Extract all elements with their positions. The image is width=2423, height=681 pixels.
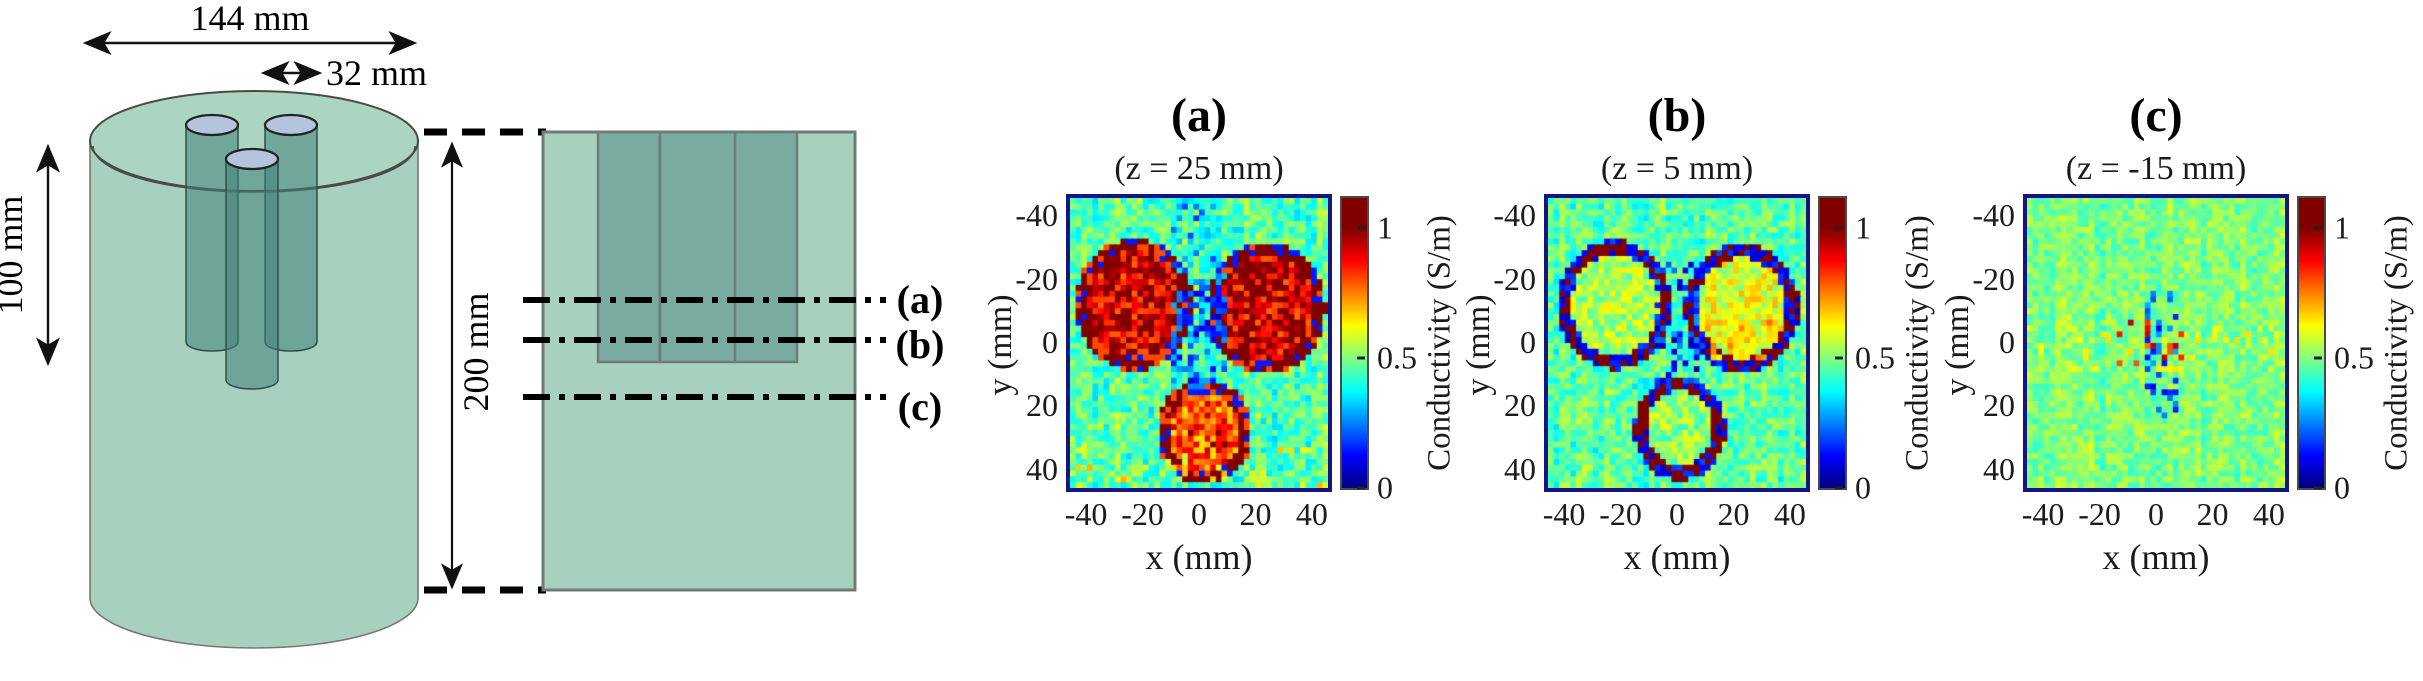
colorbar-tick-mark (2314, 356, 2322, 360)
x-axis-label: x (mm) (2102, 537, 2210, 577)
x-axis-label: x (mm) (1623, 537, 1731, 577)
panel-subtitle: (z = 25 mm) (1114, 150, 1284, 187)
y-tick-label: -20 (1015, 260, 1058, 297)
section-label-a: (a) (897, 277, 944, 322)
x-tick-label: 0 (1191, 496, 1207, 532)
colorbar-tick-label: 1 (1377, 209, 1393, 246)
colorbar-tick-label: 0 (1855, 469, 1871, 506)
colorbar-tick-mark (1835, 356, 1843, 360)
colorbar-canvas (1820, 198, 1845, 488)
x-axis-label: x (mm) (1145, 537, 1253, 577)
x-tick-label: -20 (2078, 496, 2121, 532)
section-label-b: (b) (896, 322, 945, 367)
colorbar-tick-mark (1835, 226, 1843, 230)
heatmap-canvas (1548, 198, 1806, 488)
colorbar-tick-label: 1 (2334, 209, 2350, 246)
y-tick-label: 0 (1520, 323, 1536, 360)
colorbar-tick-label: 0.5 (1377, 339, 1417, 376)
heatmap-canvas (2027, 198, 2285, 488)
colorbar-tick-label: 0 (1377, 469, 1393, 506)
colorbar-tick-mark (2314, 486, 2322, 490)
dim-100-label: 100 mm (0, 195, 30, 314)
colorbar-canvas (2299, 198, 2324, 488)
plot-frame (2023, 194, 2289, 492)
colorbar-canvas (1342, 198, 1367, 488)
plot-frame (1066, 194, 1332, 492)
heatmap-panel-c: (c) (z = -15 mm) y (mm) x (mm) Conductiv… (1897, 0, 2417, 681)
y-tick-label: 40 (1026, 450, 1058, 487)
heatmap-panel-a: (a) (z = 25 mm) y (mm) x (mm) Conductivi… (940, 0, 1460, 681)
tube-right-top (263, 113, 319, 137)
colorbar-tick-mark (1357, 226, 1365, 230)
y-tick-label: -40 (1972, 196, 2015, 233)
colorbar-tick-mark (2314, 226, 2322, 230)
panel-subtitle: (z = -15 mm) (2065, 150, 2247, 187)
x-tick-label: 20 (2196, 496, 2229, 532)
colorbar-tick-label: 0.5 (1855, 339, 1895, 376)
y-tick-label: 20 (1983, 387, 2015, 424)
colorbar-tick-label: 0.5 (2334, 339, 2374, 376)
cross-section-tube-left (596, 130, 662, 364)
x-tick-label: 20 (1239, 496, 1272, 532)
x-tick-label: 0 (1669, 496, 1685, 532)
x-tick-label: 40 (1773, 496, 1806, 532)
y-tick-label: -40 (1493, 196, 1536, 233)
y-tick-label: 0 (1042, 323, 1058, 360)
heatmap-canvas (1070, 198, 1328, 488)
x-tick-label: 0 (2148, 496, 2164, 532)
y-tick-label: 20 (1026, 387, 1058, 424)
tube-center-body (225, 158, 279, 390)
x-tick-label: -20 (1121, 496, 1164, 532)
colorbar-frame (1340, 196, 1369, 490)
x-tick-label: 40 (2252, 496, 2285, 532)
tube-left-top (184, 113, 240, 137)
cross-section-tube-right (733, 130, 799, 364)
y-tick-label: 40 (1504, 450, 1536, 487)
colorbar-tick-mark (1357, 486, 1365, 490)
dim-200-label: 200 mm (456, 292, 496, 411)
x-tick-label: -40 (2021, 496, 2065, 532)
plot-frame (1544, 194, 1810, 492)
colorbar-frame (2297, 196, 2326, 490)
colorbar-tick-label: 0 (2334, 469, 2350, 506)
y-tick-label: 40 (1983, 450, 2015, 487)
colorbar-label: Conductivity (S/m) (2378, 215, 2415, 471)
colorbar-tick-mark (1835, 486, 1843, 490)
dim-144-label: 144 mm (190, 0, 309, 38)
x-tick-label: 40 (1295, 496, 1328, 532)
dim-32-label: 32 mm (326, 53, 427, 93)
section-label-c: (c) (898, 384, 942, 429)
panel-subtitle: (z = 5 mm) (1600, 150, 1754, 187)
x-tick-label: -40 (1064, 496, 1108, 532)
y-tick-label: -40 (1015, 196, 1058, 233)
x-tick-label: -20 (1599, 496, 1642, 532)
panel-title: (b) (1647, 89, 1707, 142)
cylinder-body (89, 140, 419, 649)
panel-title: (a) (1171, 89, 1227, 142)
tube-center-top (224, 147, 280, 171)
cross-section-tube-center (658, 130, 737, 364)
heatmap-panel-b: (b) (z = 5 mm) y (mm) x (mm) Conductivit… (1418, 0, 1938, 681)
colorbar-tick-label: 1 (1855, 209, 1871, 246)
phantom-diagram: 144 mm 32 mm 100 mm 200 mm (a) (b) (c) (0, 0, 945, 649)
y-tick-label: 20 (1504, 387, 1536, 424)
y-tick-label: 0 (1999, 323, 2015, 360)
y-tick-label: -20 (1972, 260, 2015, 297)
y-tick-label: -20 (1493, 260, 1536, 297)
panel-title: (c) (2129, 89, 2183, 142)
x-tick-label: 20 (1717, 496, 1750, 532)
colorbar-frame (1818, 196, 1847, 490)
x-tick-label: -40 (1542, 496, 1586, 532)
colorbar-tick-mark (1357, 356, 1365, 360)
